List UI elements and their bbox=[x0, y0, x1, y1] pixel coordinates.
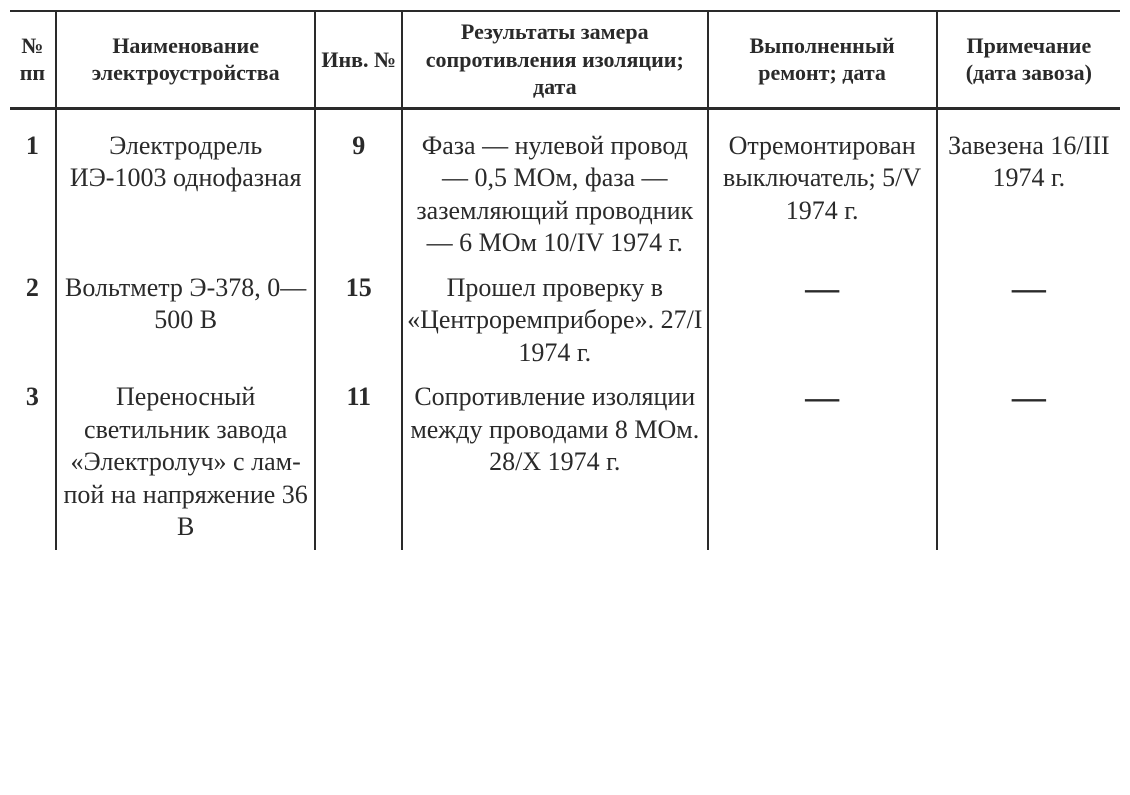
dash-icon: — bbox=[1012, 270, 1046, 307]
cell-note: — bbox=[937, 266, 1120, 376]
cell-name: Электродрель ИЭ-1003 однофазная bbox=[56, 124, 316, 266]
equipment-table: № пп Наименование электроуст­ройства Инв… bbox=[10, 10, 1120, 550]
dash-icon: — bbox=[1012, 379, 1046, 416]
cell-repair: Отремон­тирован выклю­чатель; 5/V 1974 г… bbox=[708, 124, 937, 266]
col-header-inv: Инв. № bbox=[315, 11, 402, 108]
cell-name: Переносный светильник завода «Элект­ролу… bbox=[56, 375, 316, 550]
cell-name: Вольтметр Э-378, 0—500 В bbox=[56, 266, 316, 376]
cell-repair: — bbox=[708, 375, 937, 550]
table-row: 3 Переносный светильник завода «Элект­ро… bbox=[10, 375, 1120, 550]
col-header-note: Примеча­ние (дата завоза) bbox=[937, 11, 1120, 108]
cell-repair: — bbox=[708, 266, 937, 376]
col-header-repair: Выполнен­ный ремонт; дата bbox=[708, 11, 937, 108]
table-row: 2 Вольтметр Э-378, 0—500 В 15 Прошел про… bbox=[10, 266, 1120, 376]
cell-num: 3 bbox=[10, 375, 56, 550]
cell-inv: 9 bbox=[315, 124, 402, 266]
cell-result: Сопротивление изоляции между прово­дами … bbox=[402, 375, 708, 550]
cell-note: — bbox=[937, 375, 1120, 550]
col-header-num: № пп bbox=[10, 11, 56, 108]
cell-note: Завезена 16/III 1974 г. bbox=[937, 124, 1120, 266]
cell-result: Фаза — нуле­вой про­вод — 0,5 МОм, фаза … bbox=[402, 124, 708, 266]
table-header-row: № пп Наименование электроуст­ройства Инв… bbox=[10, 11, 1120, 108]
spacer-row bbox=[10, 108, 1120, 124]
cell-inv: 15 bbox=[315, 266, 402, 376]
cell-num: 2 bbox=[10, 266, 56, 376]
cell-inv: 11 bbox=[315, 375, 402, 550]
col-header-name: Наименование электроуст­ройства bbox=[56, 11, 316, 108]
table-row: 1 Электродрель ИЭ-1003 однофазная 9 Фаза… bbox=[10, 124, 1120, 266]
cell-result: Прошел про­верку в «Цент­роремприборе». … bbox=[402, 266, 708, 376]
dash-icon: — bbox=[805, 379, 839, 416]
cell-num: 1 bbox=[10, 124, 56, 266]
dash-icon: — bbox=[805, 270, 839, 307]
col-header-result: Результаты замера сопротивления изоляции… bbox=[402, 11, 708, 108]
